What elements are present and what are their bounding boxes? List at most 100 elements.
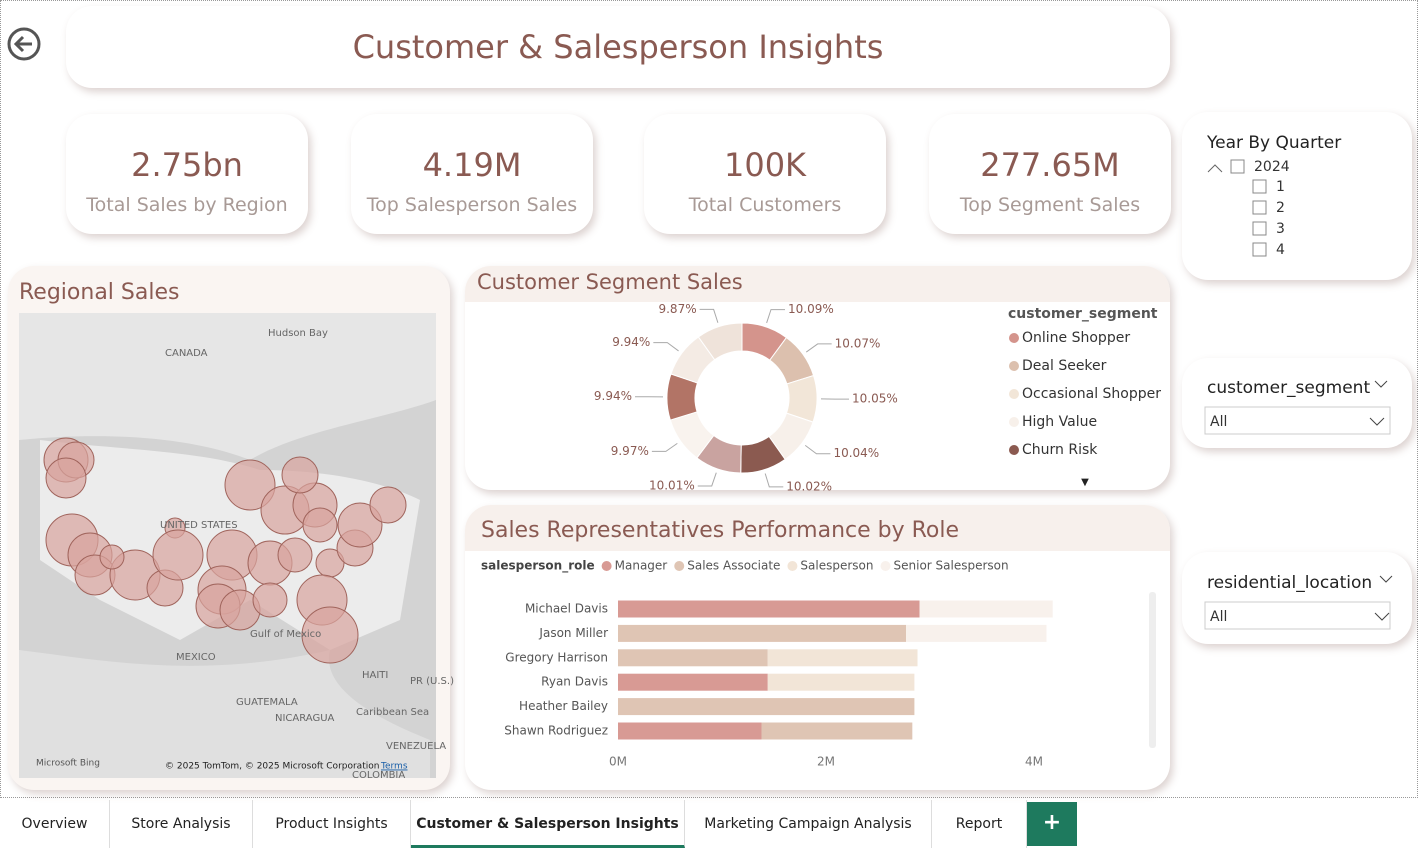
data-label: 9.94% xyxy=(612,335,650,349)
collapse[interactable] xyxy=(1207,164,1223,173)
leader-line xyxy=(699,308,719,323)
legend-title: customer_segment xyxy=(1008,306,1158,322)
y-tick-label: Shawn Rodriguez xyxy=(504,724,608,738)
map-attribution: © 2025 TomTom, © 2025 Microsoft Corporat… xyxy=(165,762,379,772)
map-label: Hudson Bay xyxy=(268,328,328,339)
legend-swatch xyxy=(1009,389,1019,399)
slicer-title: residential_location xyxy=(1207,573,1372,593)
bar xyxy=(618,698,915,716)
quarter: 4 xyxy=(1276,242,1285,258)
map-terms[interactable]: Terms xyxy=(380,762,408,772)
bubble xyxy=(152,529,204,581)
map-label: HAITI xyxy=(362,670,388,681)
bubble xyxy=(281,456,319,494)
bar xyxy=(618,624,907,642)
checkbox[interactable] xyxy=(1252,242,1267,257)
land xyxy=(19,650,430,778)
kpi: 100K Total Customers xyxy=(644,114,886,234)
x-tick-label: 0M xyxy=(609,755,627,769)
bubble xyxy=(252,582,288,618)
kpi-value: 100K xyxy=(723,146,807,184)
donut-slice xyxy=(697,322,743,361)
leader-line xyxy=(697,472,717,487)
bar xyxy=(618,722,762,740)
kpi-value: 277.65M xyxy=(980,146,1120,184)
kpi-label: Total Customers xyxy=(688,194,842,216)
legend-swatch xyxy=(1009,445,1019,455)
bar xyxy=(761,722,913,740)
legend-label: Deal Seeker xyxy=(1022,358,1107,374)
y-tick-label: Michael Davis xyxy=(525,602,608,616)
kpi-label: Top Salesperson Sales xyxy=(366,194,578,216)
chevron[interactable] xyxy=(1379,575,1393,583)
slicer-title: customer_segment xyxy=(1207,378,1370,398)
chevron[interactable] xyxy=(1374,380,1388,388)
chevron xyxy=(1369,417,1385,426)
scrollbar[interactable] xyxy=(1149,592,1156,748)
y-tick-label: Jason Miller xyxy=(538,626,608,640)
legend-label: Online Shopper xyxy=(1022,330,1130,346)
bar xyxy=(618,649,768,667)
kpi: 4.19M Top Salesperson Sales xyxy=(351,114,593,234)
quarter: 2 xyxy=(1276,200,1285,216)
data-label: 9.87% xyxy=(658,302,696,316)
kpi: 2.75bn Total Sales by Region xyxy=(66,114,308,234)
bar xyxy=(767,649,918,667)
map-label: GUATEMALA xyxy=(236,697,298,708)
legend-title: salesperson_role xyxy=(481,559,595,574)
map-label: MEXICO xyxy=(176,652,216,663)
checkbox[interactable] xyxy=(1252,200,1267,215)
legend-swatch xyxy=(1009,333,1019,343)
legend-label: Sales Associate xyxy=(687,559,780,573)
bar xyxy=(906,624,1047,642)
bar xyxy=(919,600,1053,618)
data-label: 10.09% xyxy=(788,302,834,316)
back-arrow xyxy=(13,35,32,53)
tab[interactable]: Report xyxy=(932,800,1027,848)
map-label: Gulf of Mexico xyxy=(250,629,321,640)
tab[interactable]: Overview xyxy=(0,800,110,848)
slicer xyxy=(1182,112,1412,280)
scroll-down[interactable]: ▼ xyxy=(1081,477,1089,488)
data-label: 10.05% xyxy=(852,392,898,406)
data-label: 10.02% xyxy=(786,479,832,493)
data-label: 9.97% xyxy=(611,444,649,458)
map-label: PR (U.S.) xyxy=(410,676,454,687)
leader-line xyxy=(804,444,831,455)
kpi-label: Total Sales by Region xyxy=(86,194,288,216)
tab[interactable]: Store Analysis xyxy=(110,800,253,848)
legend-swatch xyxy=(601,561,612,571)
legend-label: Senior Salesperson xyxy=(894,559,1009,573)
kpi-label: Top Segment Sales xyxy=(959,194,1141,216)
tab[interactable]: Customer & Salesperson Insights xyxy=(411,800,685,848)
leader-line xyxy=(651,442,678,452)
legend-label: Occasional Shopper xyxy=(1022,386,1161,402)
kpi-value: 2.75bn xyxy=(131,146,243,184)
legend-label: Churn Risk xyxy=(1022,442,1098,458)
year: 2024 xyxy=(1254,159,1290,175)
back-icon[interactable] xyxy=(7,27,41,61)
quarter: 1 xyxy=(1276,179,1285,195)
checkbox[interactable] xyxy=(1252,179,1267,194)
land xyxy=(19,313,436,460)
checkbox[interactable] xyxy=(1230,159,1245,174)
dropdown[interactable] xyxy=(1204,406,1391,435)
map-label: COLOMBIA xyxy=(352,770,405,781)
checkbox[interactable] xyxy=(1252,221,1267,236)
map-label: Caribbean Sea xyxy=(356,707,429,718)
title: Customer & Salesperson Insights xyxy=(352,28,884,66)
bubble xyxy=(301,606,359,664)
dropdown-value: All xyxy=(1210,609,1227,625)
bar xyxy=(618,673,768,691)
add-tab[interactable] xyxy=(1027,802,1077,846)
tab[interactable]: Marketing Campaign Analysis xyxy=(685,800,932,848)
data-label: 10.04% xyxy=(833,446,879,460)
chart-title: Customer Segment Sales xyxy=(477,270,743,294)
bubble xyxy=(369,486,407,524)
legend-swatch xyxy=(674,561,685,571)
dropdown[interactable] xyxy=(1204,601,1391,630)
leader-line xyxy=(805,343,832,353)
map-label: NICARAGUA xyxy=(275,713,335,724)
tab[interactable]: Product Insights xyxy=(253,800,411,848)
